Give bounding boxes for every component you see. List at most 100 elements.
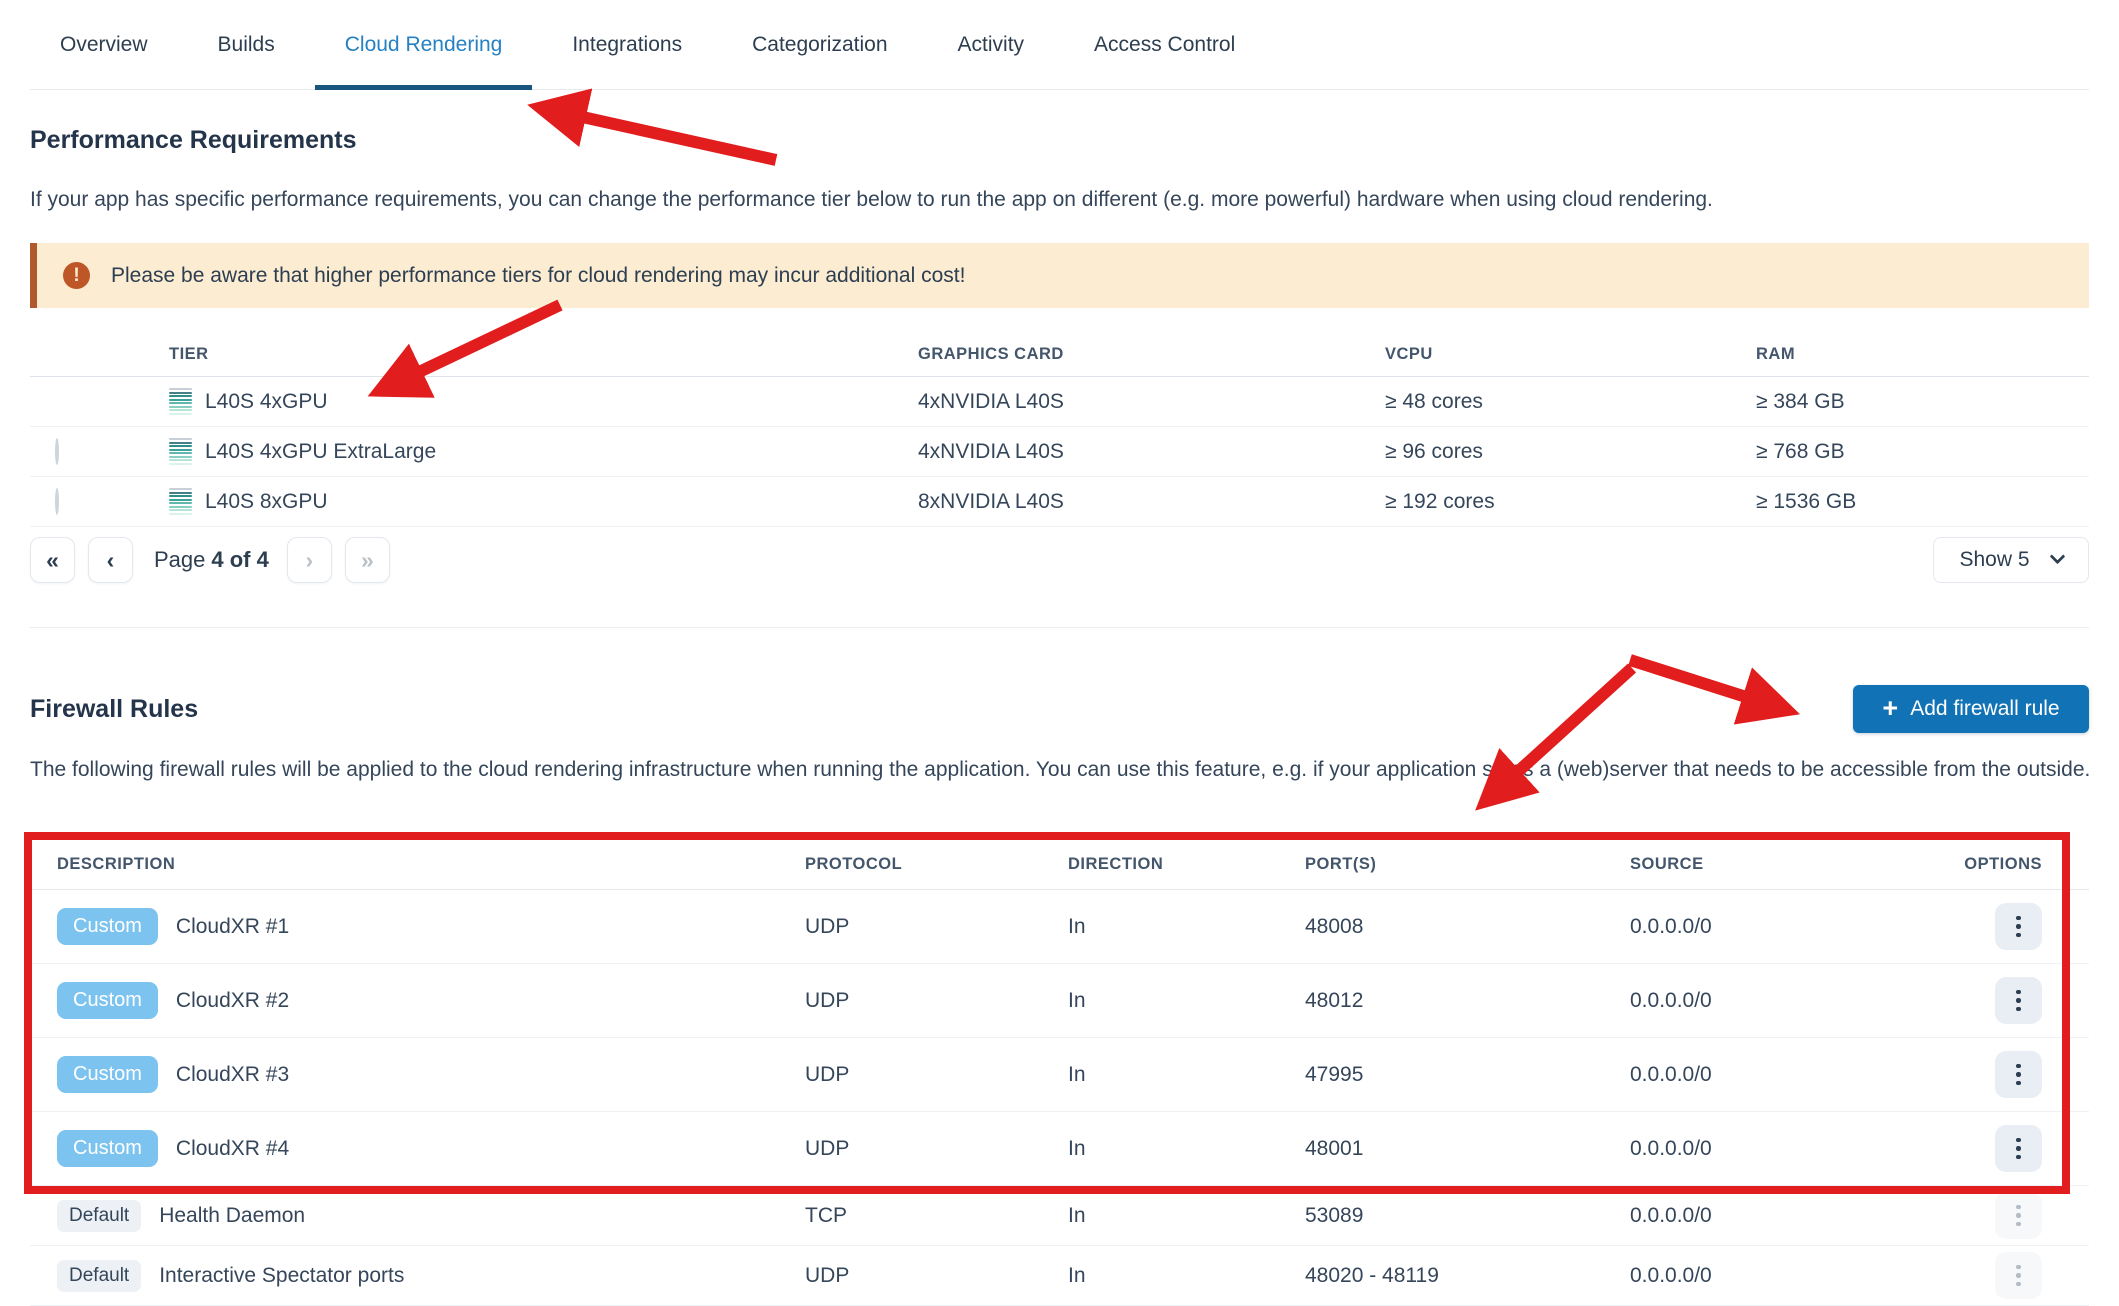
rule-protocol: UDP bbox=[805, 914, 850, 938]
warning-text: Please be aware that higher performance … bbox=[111, 263, 966, 287]
add-firewall-rule-button[interactable]: + Add firewall rule bbox=[1853, 685, 2089, 733]
rule-options-button[interactable] bbox=[1995, 977, 2042, 1024]
tier-table-header: TIER GRAPHICS CARD VCPU RAM bbox=[30, 332, 2089, 377]
performance-tier-table: TIER GRAPHICS CARD VCPU RAM L40S 4xGPU 4… bbox=[30, 332, 2089, 527]
firewall-row-cloudxr-3: Custom CloudXR #3 UDP In 47995 0.0.0.0/0 bbox=[30, 1038, 2089, 1112]
default-badge: Default bbox=[57, 1259, 142, 1292]
tier-name: L40S 4xGPU ExtraLarge bbox=[205, 439, 437, 463]
rule-options-button[interactable] bbox=[1995, 903, 2042, 950]
tier-name: L40S 4xGPU bbox=[205, 389, 328, 413]
tab-bar: Overview Builds Cloud Rendering Integrat… bbox=[30, 0, 2089, 90]
rule-ports: 47995 bbox=[1305, 1062, 1364, 1086]
rule-protocol: UDP bbox=[805, 1062, 850, 1086]
rule-description: CloudXR #1 bbox=[175, 914, 290, 938]
rule-source: 0.0.0.0/0 bbox=[1630, 1203, 1712, 1227]
custom-badge: Custom bbox=[57, 982, 158, 1019]
tier-radio[interactable] bbox=[55, 437, 59, 465]
rule-description: CloudXR #4 bbox=[175, 1136, 290, 1160]
arrow-to-cloud-rendering-tab bbox=[527, 88, 778, 166]
pagination: « ‹ Page 4 of 4 › » Show 5 bbox=[30, 537, 2089, 583]
custom-badge: Custom bbox=[57, 1056, 158, 1093]
rule-protocol: TCP bbox=[805, 1203, 847, 1227]
rule-source: 0.0.0.0/0 bbox=[1630, 1136, 1712, 1160]
direction-header: DIRECTION bbox=[1068, 855, 1164, 873]
rule-direction: In bbox=[1068, 1136, 1086, 1160]
custom-badge: Custom bbox=[57, 1130, 158, 1167]
firewall-description: The following firewall rules will be app… bbox=[30, 758, 2091, 781]
tier-row-l40s-8xgpu[interactable]: L40S 8xGPU 8xNVIDIA L40S ≥ 192 cores ≥ 1… bbox=[30, 477, 2089, 527]
last-page-button: » bbox=[344, 537, 390, 583]
firewall-row-interactive-spectator: Default Interactive Spectator ports UDP … bbox=[30, 1246, 2089, 1306]
tab-overview[interactable]: Overview bbox=[60, 32, 148, 56]
add-firewall-rule-label: Add firewall rule bbox=[1910, 697, 2060, 720]
tab-cloud-rendering[interactable]: Cloud Rendering bbox=[314, 0, 532, 90]
rule-direction: In bbox=[1068, 1062, 1086, 1086]
rule-direction: In bbox=[1068, 1203, 1086, 1227]
tab-categorization[interactable]: Categorization bbox=[752, 32, 888, 56]
page-indicator-prefix: Page bbox=[154, 547, 206, 572]
tier-stack-icon bbox=[169, 388, 192, 415]
rule-direction: In bbox=[1068, 914, 1086, 938]
description-header: DESCRIPTION bbox=[57, 855, 176, 873]
tab-activity[interactable]: Activity bbox=[957, 32, 1025, 56]
rule-ports: 48001 bbox=[1305, 1136, 1364, 1160]
rule-options-button[interactable] bbox=[1995, 1051, 2042, 1098]
tier-graphics-card: 4xNVIDIA L40S bbox=[918, 389, 1064, 413]
rule-description: Interactive Spectator ports bbox=[159, 1263, 405, 1287]
page-indicator-value: 4 of 4 bbox=[211, 547, 269, 572]
page-size-select[interactable]: Show 5 bbox=[1933, 537, 2089, 583]
warning-exclamation-icon: ! bbox=[63, 262, 90, 289]
rule-direction: In bbox=[1068, 1263, 1086, 1287]
firewall-table-header: DESCRIPTION PROTOCOL DIRECTION PORT(S) S… bbox=[30, 840, 2089, 890]
firewall-row-cloudxr-1: Custom CloudXR #1 UDP In 48008 0.0.0.0/0 bbox=[30, 890, 2089, 964]
warning-banner: ! Please be aware that higher performanc… bbox=[30, 243, 2089, 308]
arrow-to-add-firewall-rule bbox=[1628, 654, 1801, 725]
tier-header: TIER bbox=[169, 344, 209, 363]
options-header: OPTIONS bbox=[1964, 855, 2042, 873]
source-header: SOURCE bbox=[1630, 855, 1704, 873]
rule-ports: 48008 bbox=[1305, 914, 1364, 938]
default-badge: Default bbox=[57, 1199, 142, 1232]
graphics-card-header: GRAPHICS CARD bbox=[918, 344, 1064, 363]
plus-icon: + bbox=[1882, 692, 1899, 723]
tier-radio[interactable] bbox=[55, 487, 59, 515]
rule-source: 0.0.0.0/0 bbox=[1630, 1062, 1712, 1086]
vcpu-header: VCPU bbox=[1385, 344, 1433, 363]
rule-options-button-disabled bbox=[1995, 1252, 2042, 1299]
tab-access-control[interactable]: Access Control bbox=[1094, 32, 1236, 56]
tier-name: L40S 8xGPU bbox=[205, 489, 328, 513]
rule-ports: 48012 bbox=[1305, 988, 1364, 1012]
next-page-button: › bbox=[286, 537, 332, 583]
rule-protocol: UDP bbox=[805, 1136, 850, 1160]
tier-graphics-card: 8xNVIDIA L40S bbox=[918, 489, 1064, 513]
tier-row-l40s-4xgpu[interactable]: L40S 4xGPU 4xNVIDIA L40S ≥ 48 cores ≥ 38… bbox=[30, 377, 2089, 427]
rule-ports: 53089 bbox=[1305, 1203, 1364, 1227]
page-size-label: Show 5 bbox=[1959, 548, 2030, 571]
chevron-down-icon bbox=[2049, 548, 2065, 565]
rule-description: CloudXR #3 bbox=[175, 1062, 290, 1086]
tier-vcpu: ≥ 48 cores bbox=[1385, 389, 1483, 413]
tier-ram: ≥ 1536 GB bbox=[1756, 489, 1857, 513]
firewall-title: Firewall Rules bbox=[30, 695, 199, 723]
rule-ports: 48020 - 48119 bbox=[1305, 1263, 1439, 1287]
tier-vcpu: ≥ 192 cores bbox=[1385, 489, 1495, 513]
tier-ram: ≥ 384 GB bbox=[1756, 389, 1845, 413]
performance-description: If your app has specific performance req… bbox=[30, 188, 1713, 211]
rule-source: 0.0.0.0/0 bbox=[1630, 988, 1712, 1012]
rule-protocol: UDP bbox=[805, 988, 850, 1012]
rule-direction: In bbox=[1068, 988, 1086, 1012]
firewall-row-health-daemon: Default Health Daemon TCP In 53089 0.0.0… bbox=[30, 1186, 2089, 1246]
rule-options-button[interactable] bbox=[1995, 1125, 2042, 1172]
tier-ram: ≥ 768 GB bbox=[1756, 439, 1845, 463]
previous-page-button[interactable]: ‹ bbox=[88, 537, 133, 583]
firewall-row-cloudxr-4: Custom CloudXR #4 UDP In 48001 0.0.0.0/0 bbox=[30, 1112, 2089, 1186]
tab-builds[interactable]: Builds bbox=[217, 32, 275, 56]
tier-vcpu: ≥ 96 cores bbox=[1385, 439, 1483, 463]
tier-row-l40s-4xgpu-extralarge[interactable]: L40S 4xGPU ExtraLarge 4xNVIDIA L40S ≥ 96… bbox=[30, 427, 2089, 477]
tier-graphics-card: 4xNVIDIA L40S bbox=[918, 439, 1064, 463]
performance-title: Performance Requirements bbox=[30, 126, 357, 154]
first-page-button[interactable]: « bbox=[30, 537, 75, 583]
rule-description: CloudXR #2 bbox=[175, 988, 290, 1012]
rule-options-button-disabled bbox=[1995, 1192, 2042, 1239]
tab-integrations[interactable]: Integrations bbox=[572, 32, 683, 56]
